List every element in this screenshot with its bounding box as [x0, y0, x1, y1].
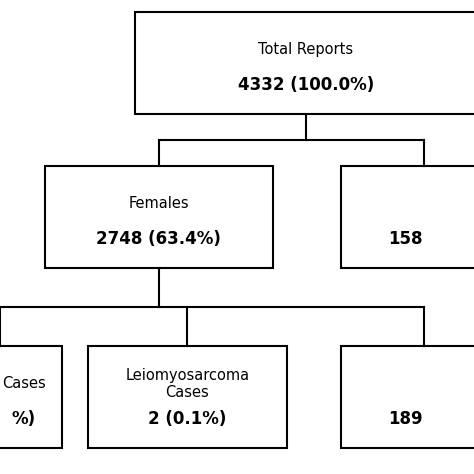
FancyBboxPatch shape [135, 12, 474, 114]
FancyBboxPatch shape [341, 166, 474, 268]
Text: Leiomyosarcoma
Cases: Leiomyosarcoma Cases [125, 367, 249, 400]
Text: Females: Females [128, 196, 189, 211]
FancyBboxPatch shape [0, 346, 62, 448]
Text: 2748 (63.4%): 2748 (63.4%) [96, 230, 221, 248]
Text: 158: 158 [388, 230, 422, 248]
Text: 189: 189 [388, 410, 423, 428]
Text: 4332 (100.0%): 4332 (100.0%) [237, 76, 374, 94]
FancyBboxPatch shape [341, 346, 474, 448]
Text: Cases: Cases [2, 376, 46, 391]
Text: 2 (0.1%): 2 (0.1%) [148, 410, 227, 428]
FancyBboxPatch shape [88, 346, 287, 448]
Text: %): %) [12, 410, 36, 428]
FancyBboxPatch shape [45, 166, 273, 268]
Text: Total Reports: Total Reports [258, 42, 353, 57]
